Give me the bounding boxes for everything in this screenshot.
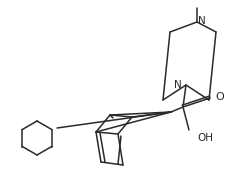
Text: N: N [198,16,206,26]
Text: N: N [174,80,182,90]
Text: O: O [215,92,224,102]
Text: OH: OH [197,133,213,143]
